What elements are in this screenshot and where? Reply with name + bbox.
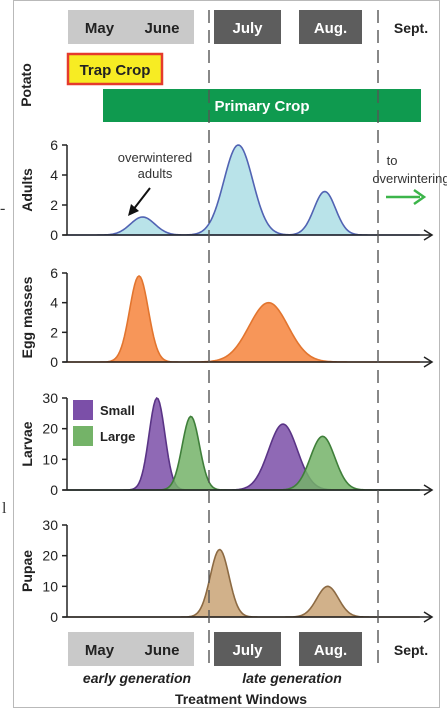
ylabel-0: Adults (19, 168, 35, 212)
ylabel-2: Larvae (19, 421, 35, 466)
month-label-top-4: Sept. (394, 20, 428, 36)
ylabel-3: Pupae (19, 550, 35, 592)
side-mark-top: - (0, 200, 6, 217)
month-box-top-0 (68, 10, 131, 44)
side-mark-bottom: l (2, 500, 7, 517)
month-label-top-0: May (85, 20, 115, 37)
ytick-label-0-2: 4 (50, 167, 58, 183)
month-label-bottom-1: June (144, 642, 179, 659)
treatment-windows-label: Treatment Windows (175, 691, 307, 707)
month-label-top-3: Aug. (314, 20, 347, 37)
month-box-top-1 (130, 10, 194, 44)
month-label-bottom-4: Sept. (394, 642, 428, 658)
x-axis-arrow-2 (423, 484, 434, 496)
month-box-bottom-0 (68, 632, 131, 666)
ytick-label-0-3: 6 (50, 137, 58, 153)
trap-crop-bar (66, 52, 164, 86)
figure-frame (13, 0, 440, 708)
series-area-2-1 (67, 415, 420, 491)
ytick-label-3-2: 20 (42, 548, 58, 564)
early-generation-label: early generation (83, 670, 191, 686)
ytick-label-1-2: 4 (50, 295, 58, 311)
month-label-bottom-0: May (85, 642, 115, 659)
ytick-label-3-1: 10 (42, 578, 58, 594)
month-box-top-3 (299, 10, 362, 44)
ytick-label-2-0: 0 (50, 482, 58, 498)
trap-crop-label: Trap Crop (80, 62, 151, 79)
legend-label-1: Large (100, 429, 135, 444)
month-box-bottom-3 (299, 632, 362, 666)
late-generation-label: late generation (242, 670, 342, 686)
ytick-label-2-2: 20 (42, 421, 58, 437)
ytick-label-3-3: 30 (42, 517, 58, 533)
primary-crop-label: Primary Crop (214, 98, 309, 115)
month-box-bottom-1 (130, 632, 194, 666)
month-box-bottom-2 (214, 632, 281, 666)
annotation-overwintering-line1: to (387, 153, 398, 168)
series-area-1-0 (67, 274, 420, 363)
month-label-top-2: July (232, 20, 263, 37)
annotation-overwintered-line2: adults (138, 166, 173, 181)
ytick-label-1-3: 6 (50, 265, 58, 281)
ytick-label-0-0: 0 (50, 227, 58, 243)
month-box-top-2 (214, 10, 281, 44)
legend-swatch-1 (73, 426, 93, 446)
annotation-arrow-shaft (132, 187, 151, 211)
legend-label-0: Small (100, 403, 135, 418)
ytick-label-2-3: 30 (42, 390, 58, 406)
x-axis-arrow-0 (423, 229, 434, 241)
annotation-arrow-head (128, 204, 139, 216)
legend-swatch-0 (73, 400, 93, 420)
annotation-overwintered-line1: overwintered (118, 150, 192, 165)
month-label-bottom-3: Aug. (314, 642, 347, 659)
x-axis-arrow-3 (423, 611, 434, 623)
green-arrow-head (413, 188, 427, 206)
month-label-bottom-2: July (232, 642, 263, 659)
potato-row-label: Potato (18, 63, 34, 107)
ytick-label-1-1: 2 (50, 324, 58, 340)
ytick-label-0-1: 2 (50, 197, 58, 213)
ytick-label-3-0: 0 (50, 609, 58, 625)
series-area-3-0 (67, 548, 420, 618)
annotation-overwintering-line2: overwintering (372, 171, 447, 186)
ytick-label-1-0: 0 (50, 354, 58, 370)
x-axis-arrow-1 (423, 356, 434, 368)
ytick-label-2-1: 10 (42, 451, 58, 467)
month-label-top-1: June (144, 20, 179, 37)
ylabel-1: Egg masses (19, 276, 35, 358)
primary-crop-bar (103, 89, 421, 122)
